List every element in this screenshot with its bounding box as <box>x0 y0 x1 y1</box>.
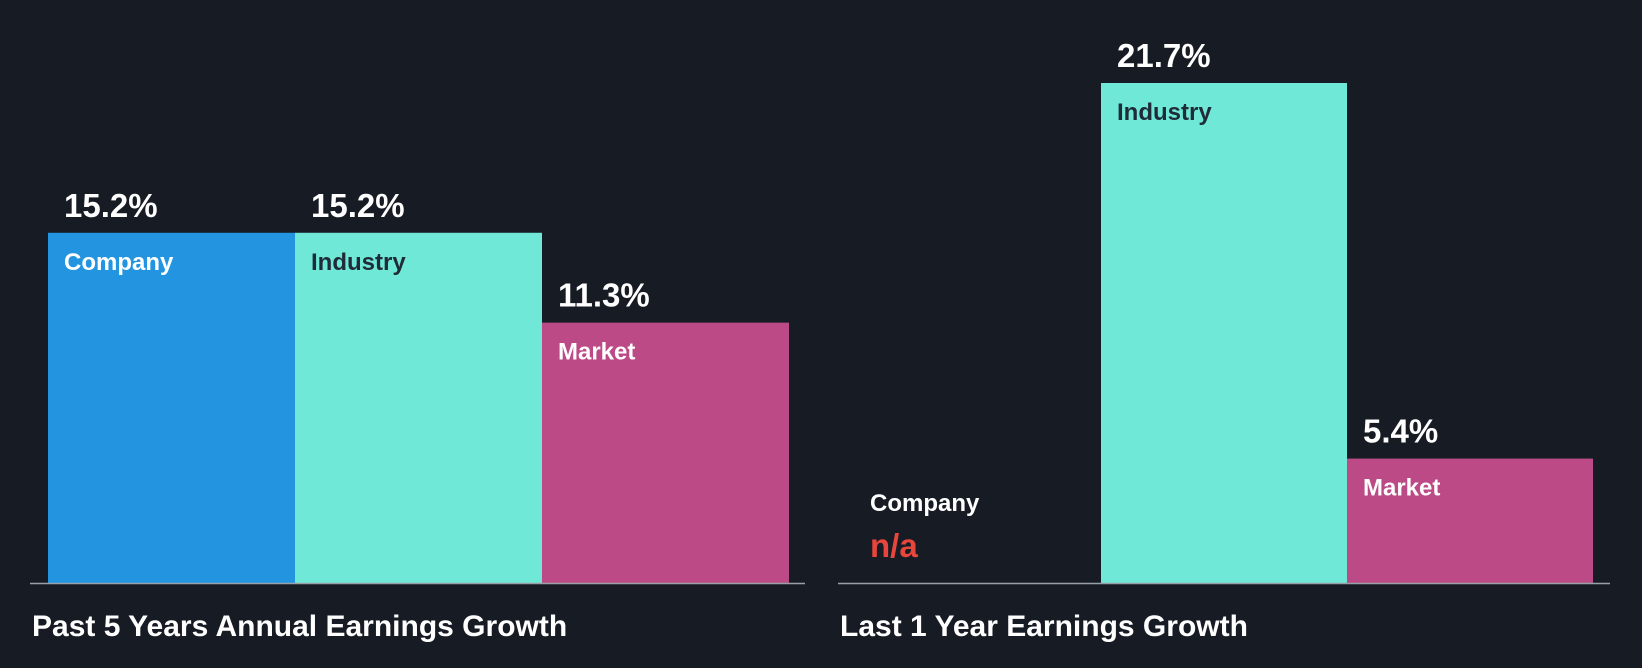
bar-company <box>48 232 295 583</box>
bar-label-company: Company <box>870 490 980 517</box>
bar-industry <box>295 232 542 583</box>
bar-market <box>1347 458 1593 583</box>
bar-label-industry: Industry <box>311 249 406 276</box>
value-label-industry: 15.2% <box>311 187 405 224</box>
chart-title: Last 1 Year Earnings Growth <box>840 610 1248 643</box>
chart-title: Past 5 Years Annual Earnings Growth <box>32 610 567 643</box>
value-label-industry: 21.7% <box>1117 37 1211 74</box>
chart-panel-1: 15.2% Company 15.2% Industry 11.3% Market Past… <box>30 187 805 643</box>
bar-industry <box>1101 83 1347 583</box>
value-label-company: n/a <box>870 527 918 564</box>
bar-market <box>542 322 789 583</box>
value-label-market: 5.4% <box>1363 413 1438 450</box>
value-label-market: 11.3% <box>558 277 650 314</box>
bar-label-market: Market <box>558 339 635 366</box>
bar-label-company: Company <box>64 249 174 276</box>
chart-panel-2: Company n/a 21.7% Industry 5.4% Market Last 1 … <box>838 37 1610 643</box>
bar-label-industry: Industry <box>1117 99 1212 126</box>
value-label-company: 15.2% <box>64 187 158 224</box>
bar-label-market: Market <box>1363 475 1440 502</box>
